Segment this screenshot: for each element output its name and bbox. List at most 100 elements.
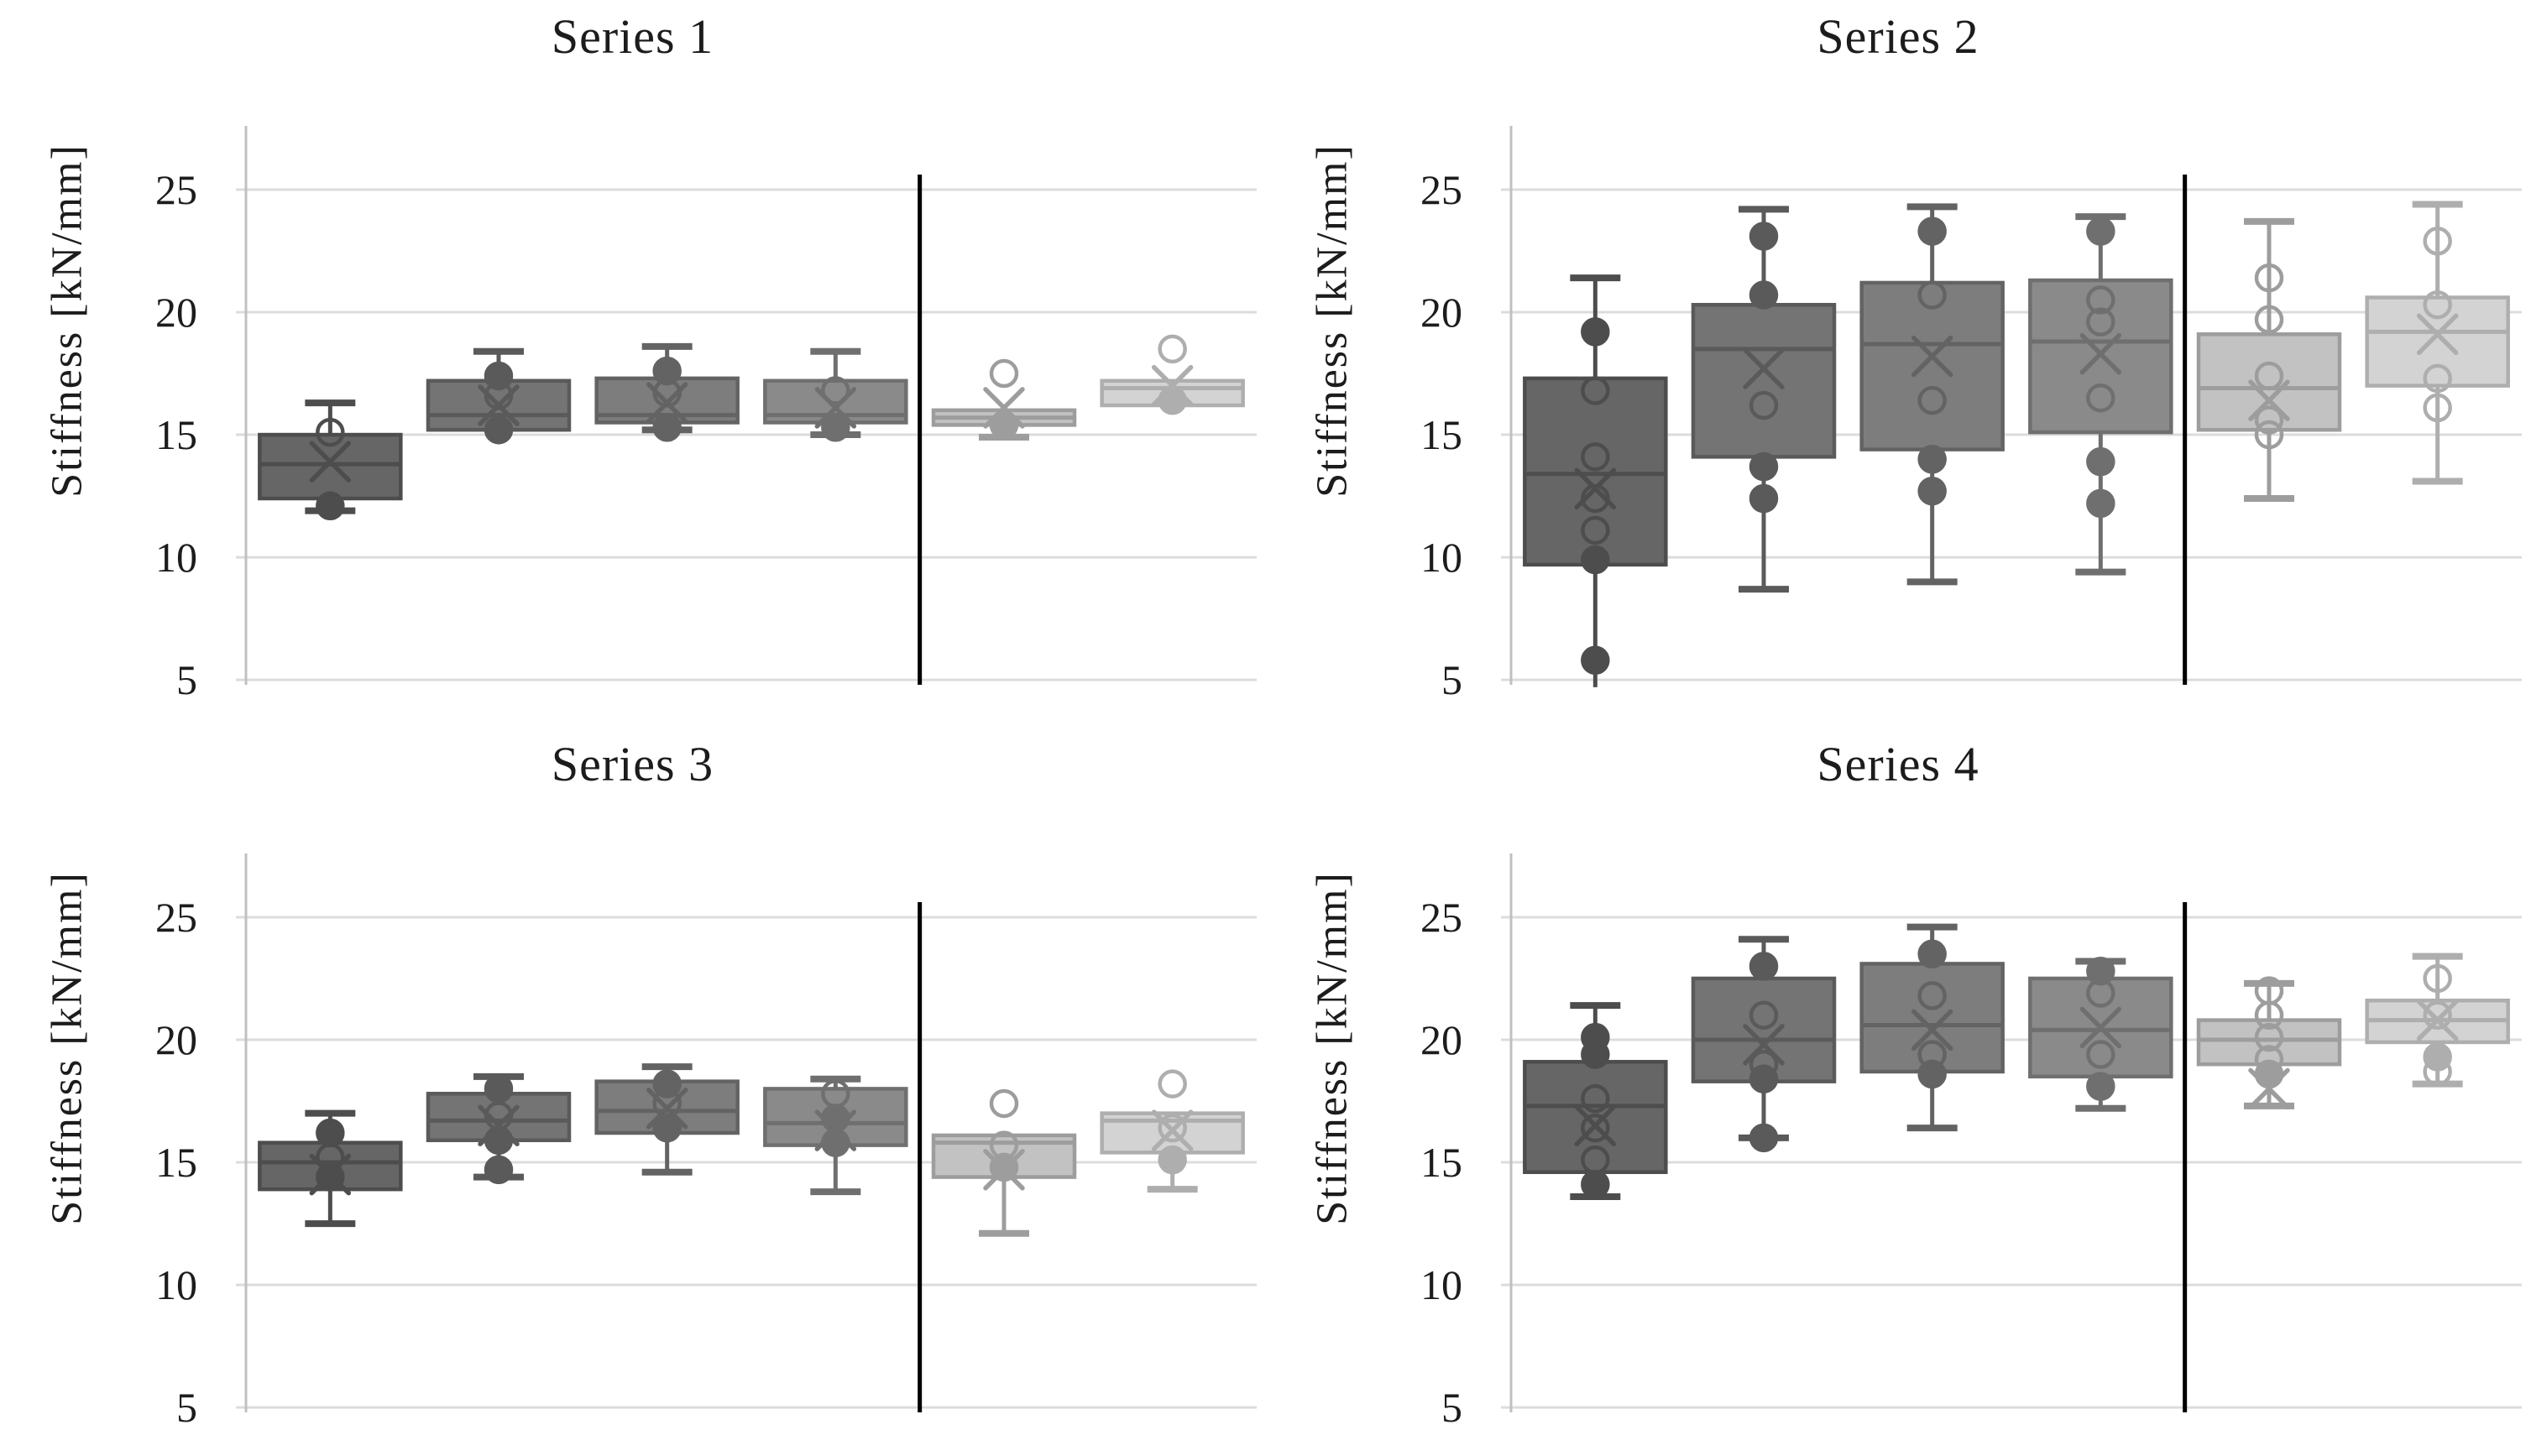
- y-tick-label: 5: [1441, 1384, 1462, 1431]
- y-tick-label: 25: [1420, 894, 1462, 941]
- data-point-circle: [821, 413, 850, 442]
- data-point-circle: [316, 417, 345, 447]
- y-tick-label: 5: [1441, 656, 1462, 703]
- mean-x-marker: [309, 1153, 352, 1196]
- data-point-circle: [2254, 1022, 2284, 1052]
- data-point-circle: [1581, 1170, 1610, 1199]
- data-point-circle: [1749, 280, 1779, 310]
- mean-x-marker: [2079, 1006, 2122, 1049]
- mean-x-marker: [478, 1104, 520, 1146]
- data-point-circle: [1749, 952, 1779, 981]
- boxplot-svg: 25 20 15 10 5: [1420, 853, 2522, 1431]
- data-point-circle: [1917, 445, 1947, 474]
- data-point-circle: [821, 1128, 850, 1157]
- data-point-circle: [1158, 1145, 1187, 1175]
- data-point-circle: [989, 358, 1019, 389]
- mean-x-marker: [814, 387, 857, 429]
- data-point-circle: [2086, 307, 2115, 337]
- data-point-circle: [1581, 442, 1610, 472]
- mean-x-marker: [1743, 1024, 1785, 1066]
- mean-x-marker: [983, 1149, 1025, 1191]
- mean-x-marker: [309, 441, 352, 483]
- data-point-circle: [2423, 1057, 2452, 1087]
- boxplot-svg: 25 20 15 10 5: [155, 126, 1257, 703]
- boxplot-svg: 25 20 15 10 5: [1420, 126, 2522, 703]
- y-tick-label: 5: [176, 1384, 197, 1431]
- panel-series-1: Series 1 Stiffness [kN/mm] 25 20 15 10 5: [0, 0, 1265, 728]
- y-tick-label: 25: [155, 166, 197, 213]
- data-point-circle: [1158, 1113, 1187, 1143]
- data-point-circle: [1581, 545, 1610, 575]
- data-point-circle: [2423, 963, 2452, 994]
- panel-series-3: Series 3 Stiffness [kN/mm] 25 20 15 10 5: [0, 728, 1265, 1456]
- mean-x-marker: [1151, 364, 1194, 407]
- data-point-circle: [2086, 217, 2115, 246]
- box: [2196, 332, 2342, 432]
- data-point-circle: [2254, 305, 2284, 335]
- mean-x-marker: [2416, 313, 2459, 356]
- data-point-circle: [316, 491, 345, 521]
- mean-x-marker: [478, 384, 520, 426]
- chart-title: Series 3: [551, 737, 714, 791]
- data-point-circle: [1917, 280, 1947, 310]
- data-point-circle: [1749, 1000, 1779, 1031]
- data-point-circle: [652, 413, 682, 442]
- y-tick-label: 10: [155, 1261, 197, 1308]
- data-point-circle: [1581, 376, 1610, 405]
- data-point-circle: [652, 356, 682, 386]
- data-point-circle: [1581, 1083, 1610, 1114]
- data-point-circle: [1581, 317, 1610, 347]
- data-point-circle: [1581, 1040, 1610, 1069]
- y-tick-label: 25: [155, 894, 197, 941]
- mean-x-marker: [1911, 335, 1953, 378]
- data-point-circle: [2086, 488, 2115, 519]
- data-point-circle: [2423, 290, 2452, 320]
- panel-series-4: Series 4 Stiffness [kN/mm] 25 20 15 10 5: [1265, 728, 2531, 1456]
- data-point-circle: [1581, 515, 1610, 545]
- y-tick-label: 20: [1420, 289, 1462, 336]
- mean-x-marker: [983, 387, 1025, 429]
- mean-x-marker: [1574, 467, 1617, 510]
- data-point-circle: [2254, 1000, 2284, 1031]
- data-point-circle: [484, 415, 514, 445]
- y-tick-label: 20: [155, 289, 197, 336]
- data-point-circle: [2086, 1040, 2115, 1069]
- y-tick-label: 15: [1420, 1139, 1462, 1186]
- box: [1859, 280, 2005, 451]
- data-point-circle: [652, 1113, 682, 1143]
- mean-x-marker: [1574, 1104, 1617, 1146]
- y-tick-label: 10: [1420, 534, 1462, 581]
- boxplot-svg: 25 20 15 10 5: [155, 853, 1257, 1431]
- data-point-circle: [1917, 939, 1947, 969]
- mean-x-marker: [2079, 332, 2122, 375]
- data-point-circle: [2254, 263, 2284, 293]
- data-point-circle: [1749, 390, 1779, 420]
- chart-title: Series 4: [1817, 737, 1979, 791]
- data-point-circle: [652, 1069, 682, 1099]
- data-point-circle: [484, 1074, 514, 1104]
- data-point-circle: [1749, 451, 1779, 482]
- data-point-circle: [2086, 383, 2115, 413]
- data-point-circle: [2086, 978, 2115, 1008]
- data-point-circle: [2254, 361, 2284, 391]
- data-point-circle: [2423, 393, 2452, 423]
- data-point-circle: [1749, 222, 1779, 251]
- data-point-circle: [821, 1104, 850, 1133]
- data-point-circle: [1917, 476, 1947, 506]
- y-tick-label: 10: [155, 534, 197, 581]
- data-point-circle: [821, 376, 850, 405]
- data-point-circle: [2086, 285, 2115, 315]
- data-point-circle: [316, 1118, 345, 1148]
- box: [2028, 278, 2173, 435]
- data-point-circle: [2423, 1042, 2452, 1072]
- data-point-circle: [1158, 1069, 1187, 1099]
- data-point-circle: [484, 1155, 514, 1185]
- mean-x-marker: [1743, 347, 1785, 389]
- chart-title: Series 2: [1817, 9, 1979, 64]
- data-point-circle: [1581, 1113, 1610, 1143]
- box: [1859, 962, 2005, 1074]
- data-point-circle: [2423, 227, 2452, 256]
- data-point-circle: [1749, 483, 1779, 514]
- mean-x-marker: [646, 382, 688, 424]
